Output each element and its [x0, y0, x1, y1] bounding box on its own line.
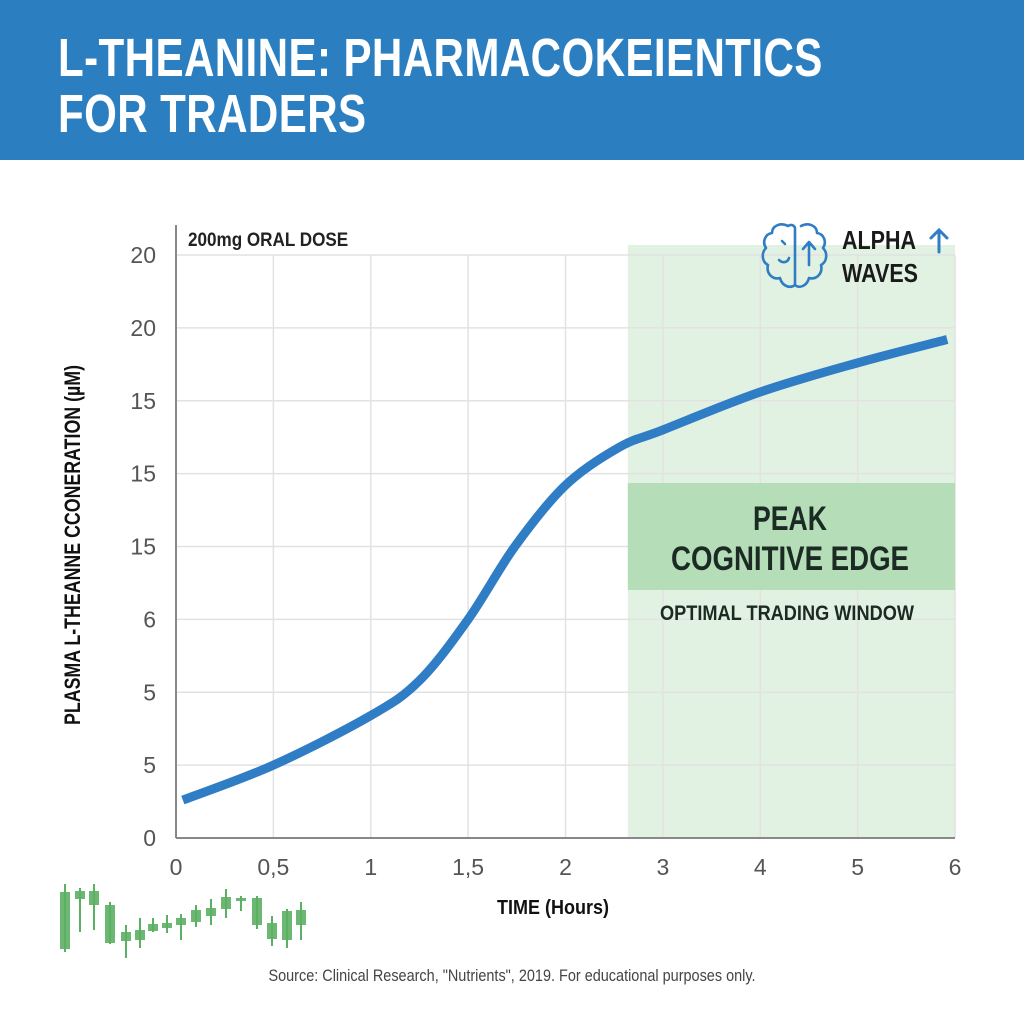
candle-body [236, 898, 246, 901]
y-axis-label: PLASMA L-THEANNE CCONERATION (µM) [60, 365, 85, 725]
optimal-window-label: OPTIMAL TRADING WINDOW [660, 602, 914, 625]
peak-band-fill [627, 483, 955, 590]
x-axis-label: TIME (Hours) [497, 897, 609, 919]
candle-body [252, 898, 262, 925]
page-title: L-THEANINE: PHARMACOKEIENTICS FOR TRADER… [58, 30, 823, 142]
y-tick-label: 15 [130, 388, 156, 414]
candle-body [75, 891, 85, 899]
y-tick-label: 20 [130, 315, 156, 341]
x-tick-label: 2 [559, 854, 572, 880]
candle-body [296, 910, 306, 925]
y-tick-label: 5 [143, 752, 156, 778]
y-tick-label: 20 [130, 242, 156, 268]
peak-edge-band [627, 483, 955, 590]
x-tick-label: 5 [851, 854, 864, 880]
x-tick-label: 0,5 [257, 854, 289, 880]
candle-body [191, 910, 201, 922]
peak-label: PEAK [753, 500, 827, 538]
waves-label: WAVES [842, 258, 918, 288]
candlestick-chart-icon [60, 884, 306, 958]
y-tick-label: 15 [130, 461, 156, 487]
y-tick-label: 6 [143, 606, 156, 632]
source-footnote: Source: Clinical Research, "Nutrients", … [268, 966, 756, 985]
candle-body [162, 923, 172, 928]
y-tick-label: 15 [130, 534, 156, 560]
dose-annotation: 200mg ORAL DOSE [188, 229, 348, 250]
cognitive-edge-label: COGNITIVE EDGE [671, 540, 909, 578]
header-banner: L-THEANINE: PHARMACOKEIENTICS FOR TRADER… [0, 0, 1024, 160]
y-tick-label: 5 [143, 679, 156, 705]
brain-icon [761, 223, 828, 289]
candle-body [105, 905, 115, 943]
candle-body [148, 924, 158, 931]
x-tick-labels: 0 0,5 1 1,5 2 3 4 5 6 [170, 854, 962, 880]
title-line-1: L-THEANINE: PHARMACOKEIENTICS [58, 28, 823, 88]
x-tick-label: 1,5 [452, 854, 484, 880]
concentration-curve [181, 335, 949, 805]
y-tick-labels: 0 5 5 6 15 15 15 20 20 [130, 242, 156, 851]
candle-body [176, 918, 186, 925]
candle-body [267, 923, 277, 939]
alpha-waves-badge: ALPHA WAVES [761, 223, 949, 289]
candle-body [135, 930, 145, 940]
candle-body [60, 892, 70, 949]
x-tick-label: 3 [656, 854, 669, 880]
alpha-label: ALPHA [842, 225, 916, 255]
candle-body [89, 891, 99, 905]
candle-body [121, 932, 131, 941]
x-tick-label: 0 [170, 854, 183, 880]
candle-body [221, 897, 231, 909]
arrow-up-icon [929, 227, 949, 254]
title-line-2: FOR TRADERS [58, 84, 367, 144]
candle-body [282, 911, 292, 940]
x-tick-label: 6 [949, 854, 962, 880]
candle-body [206, 908, 216, 916]
x-tick-label: 1 [364, 854, 377, 880]
y-tick-label: 0 [143, 825, 156, 851]
x-tick-label: 4 [754, 854, 767, 880]
